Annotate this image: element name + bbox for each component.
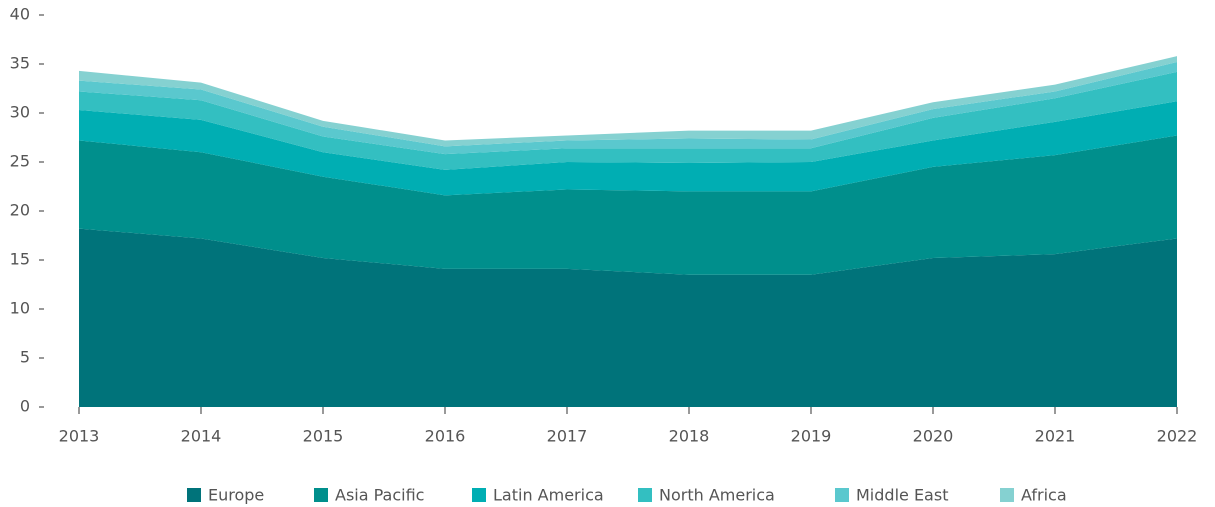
area: [79, 56, 1177, 147]
legend-swatch: [835, 488, 849, 502]
y-tick-label: 15: [10, 250, 30, 269]
x-tick-label: 2014: [181, 427, 222, 446]
x-tick-label: 2016: [425, 427, 466, 446]
y-tick-label: 20: [10, 201, 30, 220]
y-tick-label: 10: [10, 299, 30, 318]
area: [79, 71, 1177, 170]
legend-swatch: [472, 488, 486, 502]
area: [79, 101, 1177, 196]
legend-label: Europe: [208, 486, 264, 505]
legend-swatch: [638, 488, 652, 502]
area: [79, 62, 1177, 155]
x-tick-label: 2019: [791, 427, 832, 446]
legend-label: Asia Pacific: [335, 486, 424, 505]
y-tick-label: 25: [10, 152, 30, 171]
legend-label: Latin America: [493, 486, 604, 505]
y-tick-label: 40: [10, 5, 30, 24]
x-tick-label: 2018: [669, 427, 710, 446]
x-tick-label: 2022: [1157, 427, 1198, 446]
x-tick-label: 2013: [59, 427, 100, 446]
y-tick-label: 30: [10, 103, 30, 122]
area: [79, 228, 1177, 407]
x-tick-label: 2020: [913, 427, 954, 446]
legend-swatch: [314, 488, 328, 502]
y-tick-label: 5: [20, 348, 30, 367]
legend-label: Africa: [1021, 486, 1067, 505]
x-tick-label: 2015: [303, 427, 344, 446]
x-tick-label: 2021: [1035, 427, 1076, 446]
legend-label: Middle East: [856, 486, 948, 505]
y-tick-label: 0: [20, 397, 30, 416]
legend-swatch: [1000, 488, 1014, 502]
legend-swatch: [187, 488, 201, 502]
x-tick-label: 2017: [547, 427, 588, 446]
y-tick-label: 35: [10, 54, 30, 73]
legend-label: North America: [659, 486, 775, 505]
area: [79, 135, 1177, 275]
